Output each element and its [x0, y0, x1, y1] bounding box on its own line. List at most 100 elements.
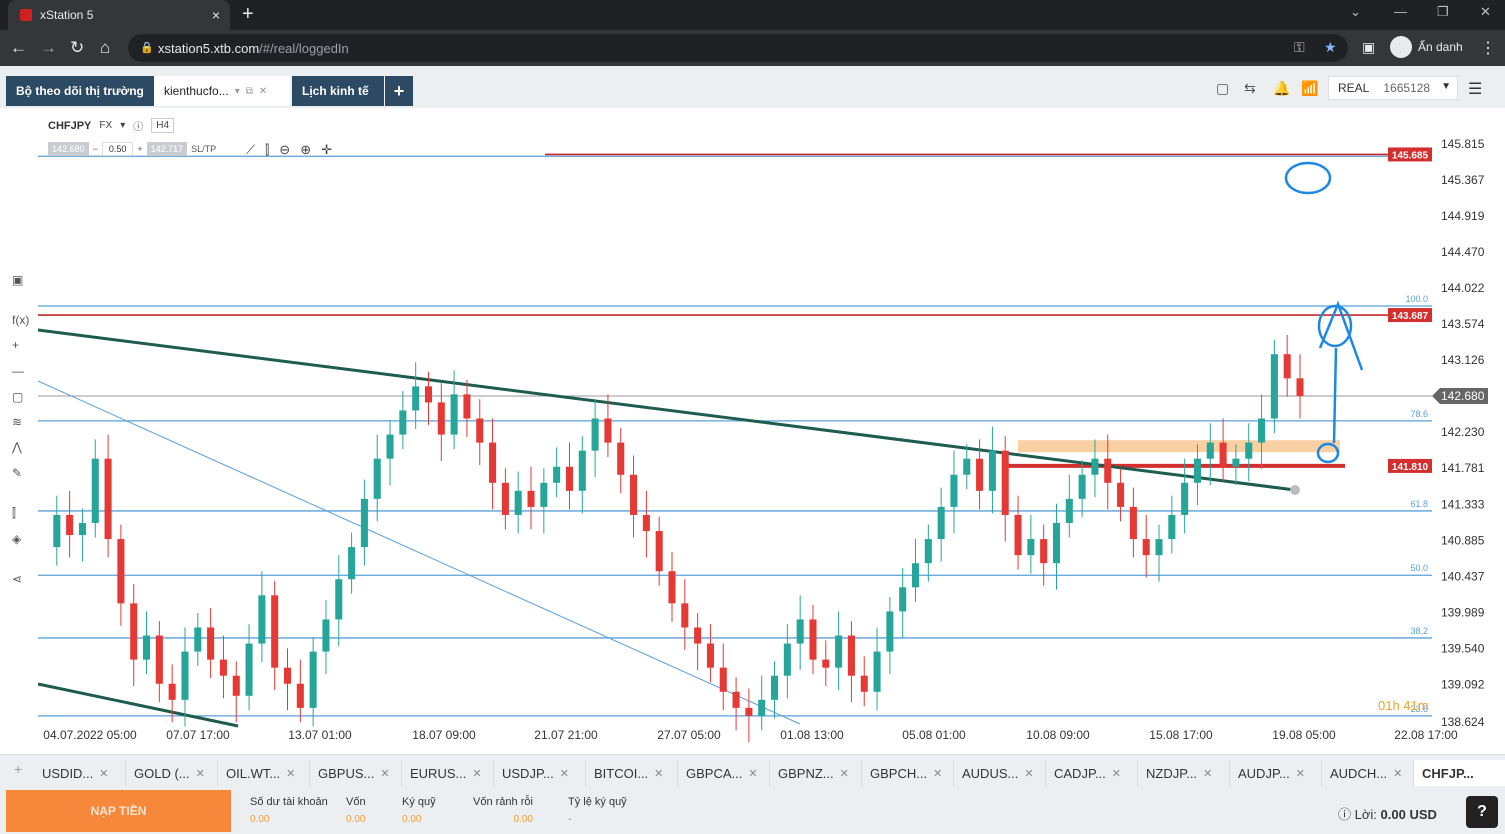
annotation-circle	[1316, 442, 1340, 464]
exchange-icon[interactable]: ⇆	[1244, 80, 1256, 96]
instrument-label: USDJP...	[502, 765, 554, 781]
tab-workspace[interactable]: kienthucfo... ▾ ⧉ ✕	[154, 76, 290, 106]
candle-body	[899, 587, 907, 612]
buy-button[interactable]: 142.717	[146, 142, 188, 156]
instrument-tab[interactable]: USDID... ✕	[34, 760, 126, 786]
close-icon[interactable]: ✕	[195, 767, 205, 780]
minimize-icon[interactable]: —	[1394, 4, 1407, 19]
back-icon[interactable]: ←	[10, 38, 27, 57]
forward-icon[interactable]: →	[40, 38, 57, 57]
instrument-tab[interactable]: NZDJP... ✕	[1138, 760, 1230, 786]
add-instrument-icon[interactable]: +	[14, 761, 23, 777]
plus-icon[interactable]: +	[137, 144, 143, 154]
close-icon[interactable]: ✕	[1024, 767, 1034, 780]
function-icon[interactable]: f(x)	[12, 313, 30, 327]
minus-icon[interactable]: −	[92, 144, 98, 154]
close-icon[interactable]: ✕	[748, 767, 758, 780]
close-icon[interactable]: ✕	[1295, 767, 1305, 780]
timeframe-select[interactable]: H4	[151, 118, 175, 133]
reading-list-icon[interactable]: ▣	[1362, 39, 1376, 55]
close-icon[interactable]: ✕	[472, 767, 482, 780]
indicator-icon[interactable]: ⫿	[12, 506, 16, 520]
tab-popout-icon[interactable]: ⧉	[245, 85, 253, 97]
candles-icon[interactable]: ⫿	[265, 142, 270, 157]
fib-level-label: 100.0	[1405, 294, 1428, 304]
reload-icon[interactable]: ↻	[70, 38, 85, 57]
address-bar[interactable]: 🔒 xstation5.xtb.com/#/real/loggedIn	[128, 34, 1348, 62]
tab-dropdown-icon[interactable]: ▾	[234, 85, 240, 97]
restore-icon[interactable]: ❐	[1437, 4, 1449, 19]
instrument-tab[interactable]: CADJP... ✕	[1046, 760, 1138, 786]
close-icon[interactable]: ✕	[933, 767, 943, 780]
tab-economic-calendar[interactable]: Lịch kinh tế	[292, 76, 384, 106]
instrument-tab[interactable]: GBPCA... ✕	[678, 760, 770, 786]
new-tab-button[interactable]: +	[242, 3, 254, 25]
candle-body	[694, 627, 702, 644]
tab-market-watch[interactable]: Bộ theo dõi thị trường	[6, 76, 154, 106]
sltp-button[interactable]: SL/TP	[191, 144, 217, 154]
pen-icon[interactable]: ✎	[12, 466, 23, 480]
deposit-button[interactable]: NẠP TIỀN	[6, 790, 231, 832]
instrument-tab[interactable]: GBPNZ... ✕	[770, 760, 862, 786]
help-button[interactable]: ?	[1466, 796, 1498, 828]
close-icon[interactable]: ✕	[839, 767, 849, 780]
close-icon[interactable]: ✕	[559, 767, 569, 780]
instrument-label: USDID...	[42, 765, 94, 781]
close-icon[interactable]: ✕	[380, 767, 390, 780]
close-icon[interactable]: ✕	[1111, 767, 1121, 780]
crosshair-tool-icon[interactable]: +	[12, 338, 20, 352]
instrument-tab[interactable]: AUDJP... ✕	[1230, 760, 1322, 786]
instrument-tab[interactable]: OIL.WT... ✕	[218, 760, 310, 786]
instrument-label: BITCOI...	[594, 765, 649, 781]
line-chart-icon[interactable]: ⟋	[246, 142, 256, 157]
bell-icon[interactable]: 🔔	[1273, 80, 1291, 96]
browser-tab[interactable]: xStation 5 ×	[8, 0, 230, 30]
tab-close-icon[interactable]: ✕	[258, 85, 268, 97]
browser-menu-icon[interactable]: ⋮	[1480, 40, 1496, 57]
layout-icon[interactable]: ▢	[1216, 80, 1230, 96]
add-tab-button[interactable]: +	[385, 76, 413, 106]
chart-toolbar: ⟋ ⫿ ⊖ ⊕ ✛	[246, 142, 332, 158]
share-icon[interactable]: ⋖	[12, 572, 23, 586]
account-selector[interactable]: REAL 1665128 ▼	[1328, 76, 1458, 100]
info-icon[interactable]: ⓘ	[133, 122, 144, 133]
chevron-down-icon[interactable]: ▾	[120, 120, 126, 131]
tab-close-icon[interactable]: ×	[211, 7, 220, 23]
instrument-tab[interactable]: BITCOI... ✕	[586, 760, 678, 786]
instrument-tab[interactable]: GBPCH... ✕	[862, 760, 954, 786]
panel-icon[interactable]: ▣	[12, 273, 24, 287]
tab-search-icon[interactable]: ⌄	[1350, 4, 1361, 19]
pattern-icon[interactable]: ⋀	[12, 440, 22, 454]
close-icon[interactable]: ✕	[654, 767, 664, 780]
instrument-tab[interactable]: CHFJP...	[1414, 760, 1505, 786]
close-icon[interactable]: ✕	[286, 767, 296, 780]
fibonacci-icon[interactable]: ≋	[12, 415, 23, 429]
stat-value: 0.00	[513, 814, 533, 825]
hamburger-menu-icon[interactable]: ☰	[1468, 81, 1483, 98]
instrument-tab[interactable]: EURUS... ✕	[402, 760, 494, 786]
instrument-tab[interactable]: GBPUS... ✕	[310, 760, 402, 786]
instrument-tab[interactable]: AUDCH... ✕	[1322, 760, 1414, 786]
close-icon[interactable]: ✕	[99, 767, 109, 780]
instrument-tab[interactable]: AUDUS... ✕	[954, 760, 1046, 786]
window-close-icon[interactable]: ✕	[1480, 4, 1491, 19]
layers-icon[interactable]: ◈	[12, 532, 22, 546]
key-icon[interactable]: ⚿	[1294, 39, 1305, 55]
candlestick-chart[interactable]: 100.0 78.6 61.8 50.0 38.2 23.6 145.815 145.367 1…	[0, 108, 1505, 754]
sell-button[interactable]: 142.680	[48, 142, 89, 156]
symbol-name[interactable]: CHFJPY	[48, 119, 92, 132]
incognito-profile[interactable]: Ẩn danh	[1390, 36, 1463, 58]
zoom-in-icon[interactable]: ⊕	[300, 142, 312, 157]
quantity-input[interactable]: 0.50	[101, 142, 134, 156]
bookmark-star-icon[interactable]: ★	[1324, 39, 1337, 55]
zoom-out-icon[interactable]: ⊖	[279, 142, 291, 157]
close-icon[interactable]: ✕	[1393, 767, 1403, 780]
rectangle-icon[interactable]: ▢	[12, 390, 24, 404]
home-icon[interactable]: ⌂	[100, 38, 111, 57]
crosshair-icon[interactable]: ✛	[321, 142, 332, 157]
instrument-tab[interactable]: GOLD (... ✕	[126, 760, 218, 786]
horizontal-line-icon[interactable]: —	[12, 364, 24, 378]
stat-value: 0.00	[402, 814, 422, 825]
close-icon[interactable]: ✕	[1203, 767, 1213, 780]
instrument-tab[interactable]: USDJP... ✕	[494, 760, 586, 786]
